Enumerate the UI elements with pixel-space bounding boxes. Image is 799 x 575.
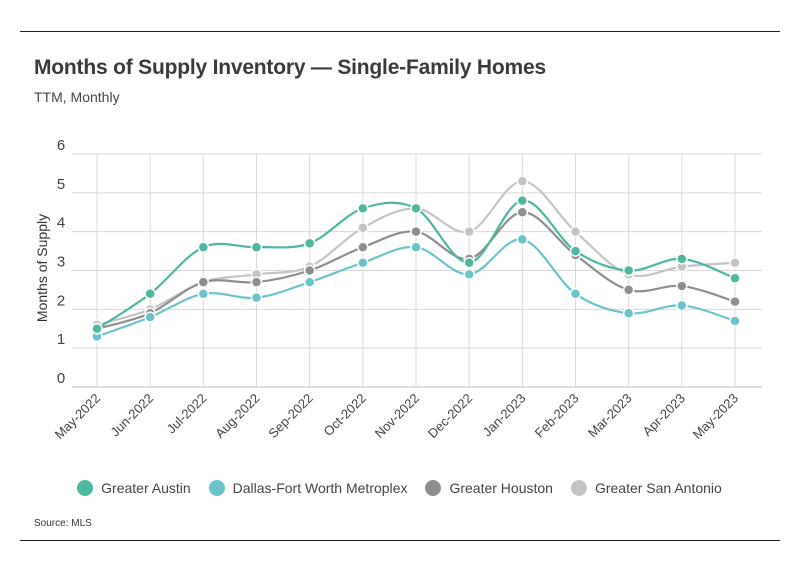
data-point-dallas-fort-worth-metroplex [729, 315, 741, 327]
legend-label: Greater San Antonio [594, 480, 722, 496]
chart-title: Months of Supply Inventory — Single-Fami… [34, 56, 546, 79]
x-tick-label: Dec-2022 [425, 391, 475, 441]
data-point-greater-san-antonio [729, 256, 741, 269]
data-point-greater-houston [676, 280, 688, 292]
x-tick-label: Sep-2022 [265, 391, 315, 441]
y-tick-label: 4 [57, 215, 65, 232]
data-point-greater-austin [463, 256, 475, 269]
data-point-greater-austin [91, 323, 103, 335]
legend-item-greater-houston: Greater Houston [425, 480, 553, 496]
source-note: Source: MLS [34, 518, 92, 529]
y-tick-label: 5 [57, 176, 65, 193]
line-chart: 0 1 2 3 4 5 6 May-2022 Jun-2022 Jul-2022 Aug-2022 S… [34, 137, 762, 442]
chart-subtitle: TTM, Monthly [34, 89, 120, 105]
data-point-dallas-fort-worth-metroplex [410, 241, 422, 253]
data-point-greater-austin [622, 264, 635, 277]
data-point-greater-houston [729, 295, 741, 308]
data-point-dallas-fort-worth-metroplex [303, 276, 316, 288]
data-point-greater-austin [676, 253, 688, 265]
legend-label: Dallas-Fort Worth Metroplex [232, 480, 408, 496]
legend-swatch [570, 480, 587, 496]
legend-swatch [208, 480, 225, 496]
chart-legend: Greater Austin Dallas-Fort Worth Metrople… [0, 480, 799, 496]
y-axis-label: Months of Supply [34, 214, 50, 322]
legend-label: Greater Austin [101, 480, 191, 496]
legend-swatch [77, 480, 94, 496]
data-point-dallas-fort-worth-metroplex [516, 233, 529, 246]
data-point-dallas-fort-worth-metroplex [463, 268, 475, 281]
data-point-greater-houston [357, 241, 369, 253]
data-point-dallas-fort-worth-metroplex [622, 307, 635, 319]
data-point-greater-san-antonio [569, 225, 582, 238]
data-point-greater-san-antonio [516, 175, 529, 187]
x-tick-label: Jun-2022 [107, 391, 156, 440]
x-tick-label: May-2023 [690, 391, 741, 442]
data-point-greater-houston [410, 225, 422, 238]
data-point-greater-austin [303, 237, 316, 250]
x-tick-label: Nov-2022 [372, 391, 422, 441]
legend-label: Greater Houston [449, 480, 553, 496]
data-point-greater-austin [144, 288, 156, 300]
x-tick-label: Jan-2023 [480, 391, 529, 440]
y-tick-label: 6 [57, 137, 65, 154]
data-point-greater-austin [569, 245, 582, 257]
x-tick-label: Jul-2022 [164, 391, 210, 437]
legend-swatch [425, 480, 442, 496]
data-point-greater-houston [516, 206, 529, 218]
y-tick-label: 1 [57, 331, 65, 348]
data-point-greater-houston [303, 264, 316, 277]
data-point-greater-austin [197, 241, 210, 253]
data-point-dallas-fort-worth-metroplex [569, 288, 582, 300]
data-point-greater-austin [516, 194, 529, 207]
bottom-rule [20, 540, 780, 541]
data-point-greater-austin [357, 202, 369, 215]
legend-item-greater-austin: Greater Austin [77, 480, 191, 496]
data-point-greater-houston [622, 284, 635, 296]
data-point-dallas-fort-worth-metroplex [357, 256, 369, 269]
x-tick-label: Apr-2023 [640, 391, 688, 439]
data-point-greater-san-antonio [357, 222, 369, 234]
x-tick-label: May-2022 [52, 391, 103, 442]
x-tick-label: Oct-2022 [321, 391, 369, 439]
x-tick-label: Feb-2023 [532, 391, 582, 441]
x-tick-label: Mar-2023 [585, 391, 635, 441]
data-point-dallas-fort-worth-metroplex [250, 291, 263, 304]
x-tick-label: Aug-2022 [212, 391, 262, 441]
data-point-greater-san-antonio [463, 225, 475, 238]
data-point-dallas-fort-worth-metroplex [676, 299, 688, 312]
legend-item-dallas-fort-worth-metroplex: Dallas-Fort Worth Metroplex [208, 480, 408, 496]
top-rule [20, 31, 780, 32]
y-tick-label: 0 [57, 370, 65, 387]
data-point-dallas-fort-worth-metroplex [197, 288, 210, 300]
y-tick-label: 2 [57, 292, 65, 309]
data-point-greater-austin [410, 202, 422, 215]
data-point-dallas-fort-worth-metroplex [144, 311, 156, 323]
data-point-greater-houston [197, 276, 210, 288]
legend-item-greater-san-antonio: Greater San Antonio [570, 480, 722, 496]
data-point-greater-austin [250, 241, 263, 253]
data-point-greater-austin [729, 272, 741, 285]
data-point-greater-houston [250, 276, 263, 288]
y-tick-label: 3 [57, 254, 65, 271]
